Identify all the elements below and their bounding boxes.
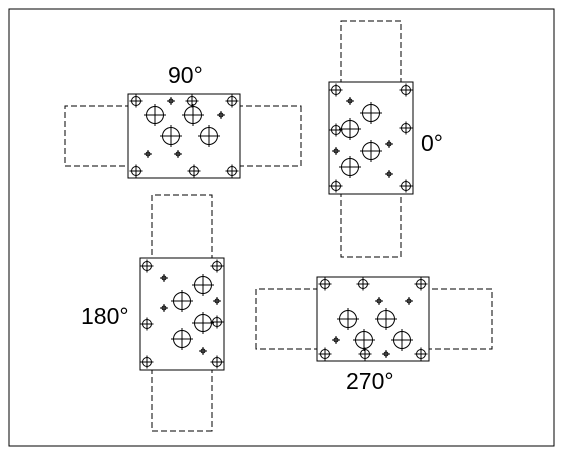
subplate-90-degrees bbox=[65, 94, 301, 178]
subplate-0-degrees bbox=[329, 21, 413, 257]
label-90-degrees: 90° bbox=[168, 62, 203, 88]
label-180-degrees: 180° bbox=[81, 303, 129, 329]
subplate-270-degrees bbox=[256, 277, 492, 361]
subplate-180-degrees bbox=[140, 195, 224, 431]
diagram-frame bbox=[8, 8, 555, 447]
label-0-degrees: 0° bbox=[421, 130, 443, 156]
label-270-degrees: 270° bbox=[346, 368, 394, 394]
